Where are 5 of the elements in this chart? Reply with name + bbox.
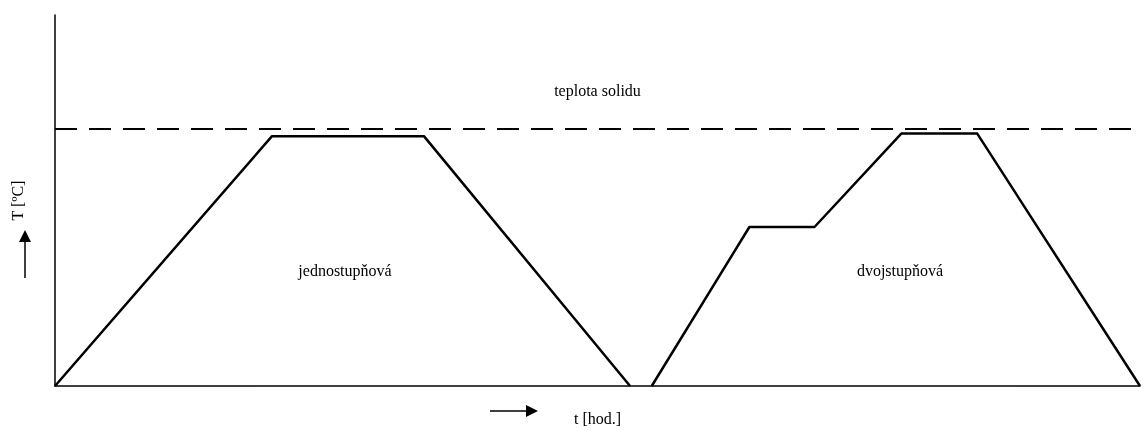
y-axis-title: T [ºC] xyxy=(8,180,26,221)
annotation: dvojstupňová xyxy=(856,261,944,280)
x-axis-title: t [hod.] xyxy=(573,409,622,427)
ref-line-label: teplota solidu xyxy=(554,82,641,101)
annotation: jednostupňová xyxy=(297,261,392,280)
